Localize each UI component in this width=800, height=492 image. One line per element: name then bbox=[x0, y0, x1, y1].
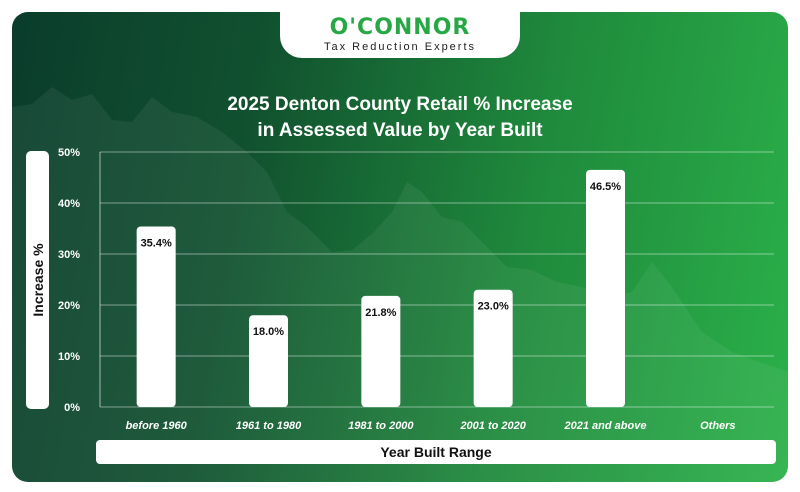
x-tick-label: before 1960 bbox=[126, 420, 188, 432]
y-axis-label-panel bbox=[26, 151, 49, 409]
chart-card: O'CONNOR Tax Reduction Experts 2025 Dent… bbox=[12, 12, 788, 482]
y-tick-label: 0% bbox=[64, 402, 80, 414]
brand-logo: O'CONNOR Tax Reduction Experts bbox=[280, 12, 520, 58]
x-tick-label: 2021 and above bbox=[564, 420, 647, 432]
bar-value-label: 18.0% bbox=[253, 326, 284, 338]
bar-value-label: 21.8% bbox=[365, 307, 396, 319]
x-axis-label: Year Built Range bbox=[96, 440, 776, 464]
x-tick-label: 1961 to 1980 bbox=[236, 420, 302, 432]
brand-tagline: Tax Reduction Experts bbox=[323, 41, 477, 53]
chart-title-line-1: 2025 Denton County Retail % Increase bbox=[227, 94, 573, 115]
bar bbox=[361, 295, 401, 407]
x-tick-label: 2001 to 2020 bbox=[459, 420, 526, 432]
chart-title: 2025 Denton County Retail % Increase in … bbox=[12, 92, 788, 144]
bar-value-label: 35.4% bbox=[141, 237, 172, 249]
bar-value-label: 23.0% bbox=[478, 301, 509, 313]
bar bbox=[586, 169, 625, 407]
bar-value-label: 46.5% bbox=[590, 181, 621, 193]
y-tick-label: 40% bbox=[58, 198, 80, 210]
y-tick-label: 10% bbox=[58, 351, 80, 363]
bar bbox=[249, 315, 288, 407]
y-tick-label: 30% bbox=[58, 249, 80, 261]
chart-title-line-2: in Assessed Value by Year Built bbox=[257, 120, 543, 141]
x-tick-label: 1981 to 2000 bbox=[348, 420, 414, 432]
y-tick-label: 20% bbox=[58, 300, 80, 312]
x-tick-label: Others bbox=[700, 420, 735, 432]
bar-chart: 0% 10% 20% 30% 40% 50% 35.4% before 1960 18.0% 19… bbox=[58, 147, 774, 432]
bar bbox=[473, 289, 513, 407]
bar bbox=[136, 226, 176, 407]
y-tick-label: 50% bbox=[58, 147, 80, 159]
brand-name: O'CONNOR bbox=[329, 15, 471, 40]
